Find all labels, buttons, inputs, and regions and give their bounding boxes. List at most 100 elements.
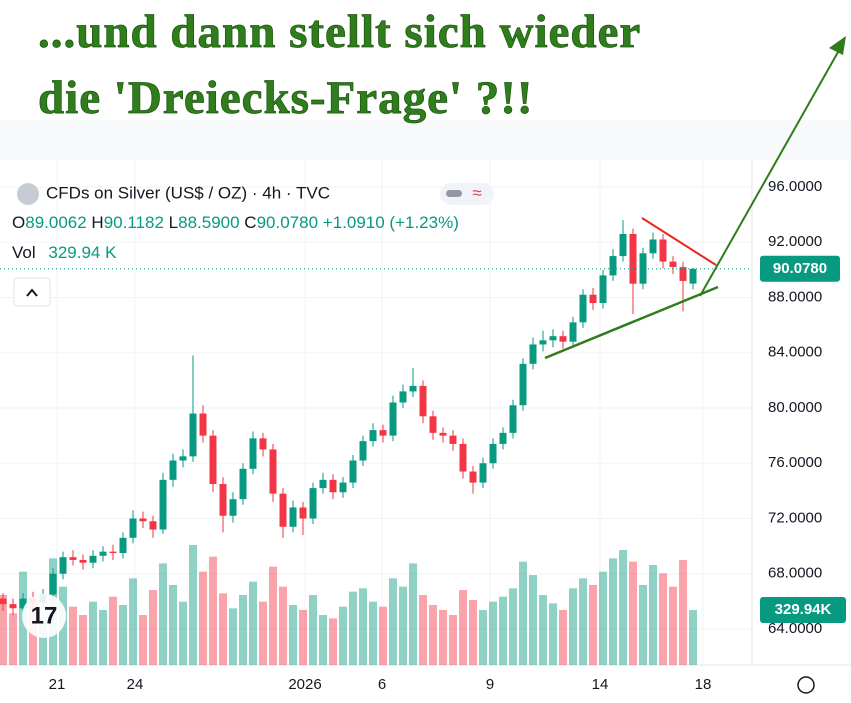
last-price-box: [760, 255, 840, 282]
volume-bar: [339, 606, 347, 665]
volume-bar: [449, 615, 457, 665]
candle-body: [289, 507, 297, 527]
badge: [440, 183, 494, 205]
volume-bar: [39, 616, 47, 665]
volume-bar: [289, 605, 297, 665]
candle-body: [669, 261, 677, 268]
volume-bar: [239, 595, 247, 665]
x-tick-label: 6: [378, 676, 386, 693]
y-tick-label: 80.0000: [768, 399, 822, 416]
candle-body: [509, 405, 517, 433]
candle-body: [69, 557, 77, 560]
candle-body: [319, 479, 327, 489]
candle-body: [499, 432, 507, 444]
volume-bar: [439, 610, 447, 665]
y-tick-label: 64.0000: [768, 620, 822, 637]
volume-bar: [689, 610, 697, 665]
candle-body: [579, 294, 587, 323]
candle-body: [169, 460, 177, 480]
candle-body: [189, 413, 197, 457]
settings-icon[interactable]: [797, 676, 815, 694]
volume-bar: [569, 588, 577, 665]
volume-bar: [509, 588, 517, 665]
volume-bar: [139, 615, 147, 665]
candle-body: [569, 322, 577, 342]
volume-bar: [259, 601, 267, 665]
candle-body: [259, 438, 267, 450]
candle-body: [99, 551, 107, 556]
x-tick-label: 14: [592, 676, 609, 693]
y-tick-label: 88.0000: [768, 288, 822, 305]
x-tick-label: 21: [49, 676, 66, 693]
candle-body: [469, 471, 477, 483]
volume-bar: [189, 545, 197, 665]
volume-bar: [459, 590, 467, 665]
last-volume-label: 329.94K: [775, 601, 832, 618]
volume-bar: [609, 558, 617, 665]
volume-bar: [399, 586, 407, 665]
volume-bar: [489, 601, 497, 665]
volume-bar: [499, 596, 507, 665]
candle-body: [359, 441, 367, 461]
symbol-icon: [17, 183, 39, 205]
candle-body: [329, 479, 337, 493]
breakout-arrow: [699, 44, 843, 297]
collapse-icon: [26, 288, 38, 297]
symbol: CFDs on Silver (US$ / OZ) · 4h · TVC: [46, 183, 330, 202]
candle-body: [629, 233, 637, 284]
y-tick-label: 92.0000: [768, 233, 822, 250]
candle-body: [199, 413, 207, 436]
volume-bar: [369, 601, 377, 665]
candle-body: [219, 483, 227, 516]
candle-body: [49, 573, 57, 595]
candle-body: [269, 449, 277, 494]
volume-bar: [219, 593, 227, 665]
volume-bar: [0, 595, 7, 665]
badge-icon: ≈: [472, 183, 481, 202]
last-volume-box: [760, 597, 846, 624]
candle-body: [149, 521, 157, 530]
volume-bar: [329, 618, 337, 665]
value: 90.0780: [257, 213, 318, 232]
volume-header: Vol 329.94 K: [12, 243, 117, 262]
volume-bar: [149, 590, 157, 665]
ohlc-header: O89.0062 H90.1182 L88.5900 C90.0780 +1.0…: [12, 213, 459, 232]
svg-text:17: 17: [31, 602, 58, 629]
volume-bar: [559, 610, 567, 665]
value: 89.0062: [25, 213, 86, 232]
candle-body: [209, 435, 217, 484]
volume-bar: [199, 571, 207, 665]
arrow-head: [829, 36, 846, 55]
volume-bar: [519, 561, 527, 665]
candle-body: [539, 340, 547, 345]
support-line: [544, 285, 719, 360]
volume-bar: [389, 578, 397, 665]
volume-bar: [349, 591, 357, 665]
candle-body: [619, 233, 627, 257]
volume-bar: [669, 586, 677, 665]
candle-body: [439, 432, 447, 436]
volume-bar: [579, 578, 587, 665]
toolbar-ghost: [0, 120, 851, 160]
volume-bar: [299, 610, 307, 665]
volume-bar: [9, 613, 17, 665]
candle-body: [349, 460, 357, 483]
change: +1.0910 (+1.23%): [323, 213, 459, 232]
volume-bar: [109, 596, 117, 665]
title-line: ...und dann stellt sich wieder: [38, 6, 641, 58]
volume-bar: [469, 600, 477, 665]
candle-body: [649, 239, 657, 254]
candle-body: [589, 294, 597, 304]
volume-bar: [79, 615, 87, 665]
volume-bar: [409, 563, 417, 665]
collapse-button[interactable]: [13, 277, 51, 307]
candle-body: [479, 463, 487, 483]
x-tick-label: 24: [127, 676, 144, 693]
x-tick-label: 2026: [288, 676, 321, 693]
volume-bar: [179, 601, 187, 665]
candle-body: [79, 559, 87, 563]
candle-body: [239, 468, 247, 500]
candle-body: [89, 555, 97, 563]
